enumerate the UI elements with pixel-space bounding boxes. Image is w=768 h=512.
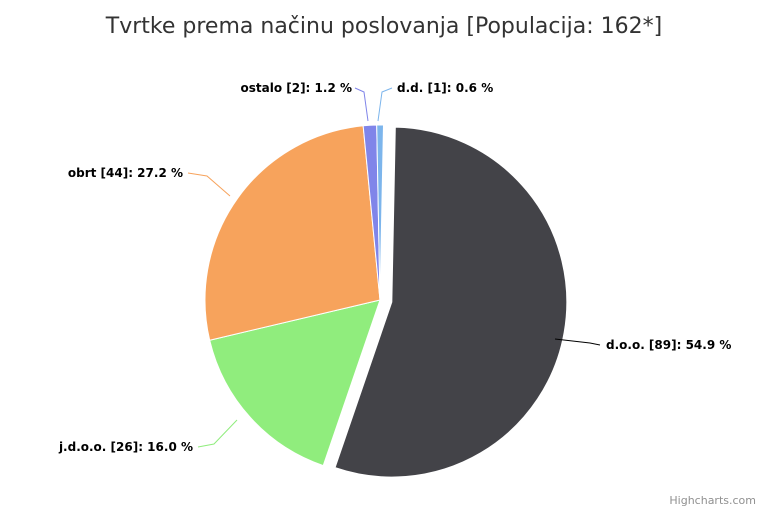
pie-slices (204, 124, 568, 478)
label-ostalo: ostalo [2]: 1.2 % (240, 81, 352, 95)
chart-title: Tvrtke prema načinu poslovanja [Populaci… (105, 14, 662, 39)
slice-labels: d.o.o. [89]: 54.9 % j.d.o.o. [26]: 16.0 %… (58, 81, 731, 454)
connector-ostalo (354, 87, 369, 122)
label-doo: d.o.o. [89]: 54.9 % (606, 338, 731, 352)
pie-slice-jdoo[interactable] (209, 299, 381, 467)
connector-jdoo (197, 419, 238, 448)
label-connectors (187, 87, 601, 448)
pie-slice-dd[interactable] (376, 124, 385, 301)
connector-doo (554, 338, 601, 346)
label-obrt: obrt [44]: 27.2 % (68, 166, 183, 180)
pie-slice-doo[interactable] (334, 126, 568, 478)
label-jdoo: j.d.o.o. [26]: 16.0 % (58, 440, 193, 454)
connector-obrt (187, 172, 231, 197)
pie-slice-obrt[interactable] (204, 125, 381, 341)
connector-dd (377, 87, 393, 122)
highcharts-credits[interactable]: Highcharts.com (669, 494, 756, 507)
label-dd: d.d. [1]: 0.6 % (397, 81, 493, 95)
